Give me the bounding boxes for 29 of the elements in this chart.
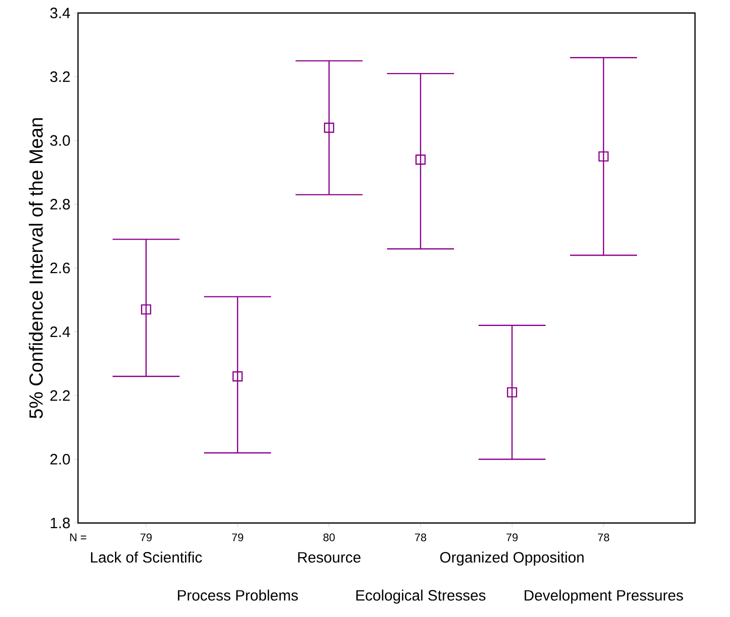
x-tick-label: Development Pressures [524,590,683,604]
text: N = [70,534,86,542]
x-tick-label: Ecological Stresses [356,590,486,604]
text: 80 [323,534,335,542]
point [598,151,609,162]
point [140,304,152,315]
y-tick-label: 1.8 [50,518,70,528]
text: 79 [506,534,518,542]
y-tick-label: 3.2 [50,71,70,82]
y-tick-label: 3.0 [50,135,70,146]
x-tick-label: Process Problems [178,590,298,601]
text: 79 [140,534,152,542]
y-tick-label: 2.0 [50,454,70,465]
point [506,387,518,398]
x-tick-label: Organized Opposition [440,552,584,566]
text: 78 [598,534,610,542]
y-tick-label: 2.2 [50,390,70,401]
x-tick-label: Resource [298,552,360,563]
text: 78 [414,534,426,542]
point [232,371,243,382]
y-tick-label: 2.8 [50,198,70,210]
y-tick-label: 3.4 [50,8,70,18]
point [324,122,334,133]
y-axis-title: 5% Confidence Interval of the Mean [28,118,43,418]
x-tick-label: Lack of Scientific [91,552,202,563]
text: 79 [232,534,244,542]
y-tick-label: 2.4 [50,326,70,337]
point [415,154,426,165]
y-tick-label: 2.6 [50,262,70,274]
